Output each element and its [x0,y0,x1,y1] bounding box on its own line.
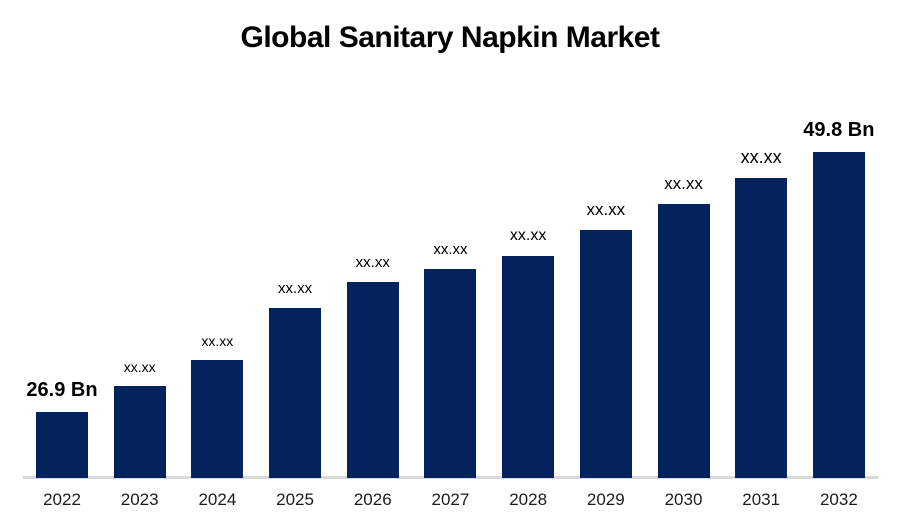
bar-value-label-2027: xx.xx [433,241,468,258]
x-axis-label-2029: 2029 [586,490,625,509]
bar-column-2029: xx.xx [579,200,632,478]
bar-2028 [502,256,555,478]
bar-2026 [346,282,399,478]
bar-value-label-2024: xx.xx [201,333,234,349]
bar-2027 [424,269,477,478]
bar-column-2028: xx.xx [502,227,555,478]
bar-2029 [579,230,632,478]
bar-2030 [657,204,710,478]
bar-2022 [36,412,88,478]
x-axis-label-2024: 2024 [198,490,237,509]
x-axis-label-2030: 2030 [664,490,703,509]
x-axis-label-2023: 2023 [120,490,159,509]
bar-column-2026: xx.xx [346,254,399,478]
chart-title: Global Sanitary Napkin Market [240,21,660,54]
bar-value-label-2030: xx.xx [664,174,703,193]
x-axis-labels: 2022 2023 2024 2025 2026 2027 2028 2029 2030 2031… [23,490,878,510]
x-axis-label-2027: 2027 [431,490,470,509]
bar-2032 [812,152,865,478]
bar-2024 [191,360,244,478]
bar-value-label-2025: xx.xx [277,280,313,297]
bar-column-2032: 49.8 Bn [803,120,874,478]
bar-2025 [269,308,322,478]
bar-value-label-2028: xx.xx [509,227,547,244]
bar-column-2024: xx.xx [191,333,244,478]
x-axis-label-2026: 2026 [353,490,392,509]
bar-column-2030: xx.xx [657,174,710,478]
bar-column-2022: 26.9 Bn [26,380,98,478]
bar-2031 [735,178,788,478]
bar-column-2031: xx.xx [735,147,788,478]
bar-value-label-2032: 49.8 Bn [803,119,875,141]
bar-column-2027: xx.xx [424,241,477,478]
x-axis-label-2022: 2022 [43,490,81,509]
x-axis-label-2032: 2032 [819,490,858,509]
bar-value-label-2022: 26.9 Bn [26,379,98,401]
bar-column-2023: xx.xx [113,359,166,478]
bar-value-label-2031: xx.xx [740,147,782,167]
bar-2023 [113,386,166,478]
bar-value-label-2026: xx.xx [355,254,390,271]
x-axis-label-2031: 2031 [742,490,781,509]
x-axis-label-2025: 2025 [276,490,314,509]
bar-column-2025: xx.xx [269,280,322,478]
bar-value-label-2023: xx.xx [123,359,156,375]
x-axis-label-2028: 2028 [509,490,548,509]
bar-value-label-2029: xx.xx [586,200,626,219]
plot-columns: 26.9 Bn xx.xx xx.xx xx.xx xx.xx xx.xx xx.xx xx.… [23,0,878,478]
